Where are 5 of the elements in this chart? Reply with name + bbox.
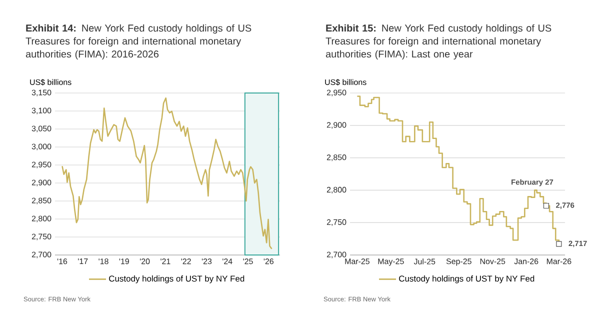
legend-label: Custody holdings of UST by NY Fed — [109, 275, 244, 284]
chart-title: Exhibit 14: New York Fed custody holdings of US Treasures for foreign and international monetary authorities (FIMA): 2016-2026 — [26, 24, 252, 60]
chart-title: Exhibit 15: New York Fed custody holdings of US Treasures for foreign and international monetary authorities (FIMA): Last one year — [326, 24, 552, 60]
line-series — [62, 97, 272, 250]
legend-label: Custody holdings of UST by NY Fed — [399, 275, 534, 284]
